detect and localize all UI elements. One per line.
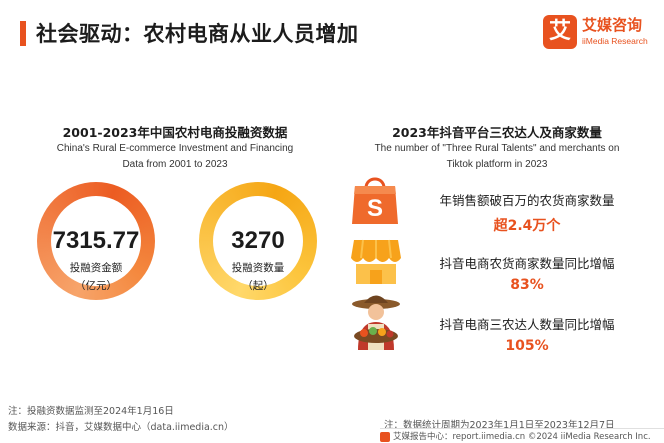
investment-amount-ring: 7315.77 投融资金额 （亿元） xyxy=(37,182,155,300)
title-accent-bar xyxy=(20,21,26,46)
ring-inner xyxy=(213,196,303,286)
note-investment-monitor: 注：投融资数据监测至2024年1月16日 xyxy=(8,406,174,417)
ring-inner xyxy=(51,196,141,286)
left-subtitle-line-1: China's Rural E-commerce Investment and … xyxy=(56,143,294,154)
note-data-source: 数据来源：抖音，艾媒数据中心（data.iimedia.cn） xyxy=(8,422,234,433)
stat-label-merchant-growth: 抖音电商农货商家数量同比增幅 xyxy=(439,256,615,271)
investment-count-value: 3270 xyxy=(231,227,285,254)
footer-divider xyxy=(380,428,664,429)
brand-logo-mark: 艾 xyxy=(543,15,577,49)
stat-label-million-sales-merchants: 年销售额破百万的农货商家数量 xyxy=(439,193,615,208)
left-panel-title: 2001-2023年中国农村电商投融资数据 xyxy=(62,125,288,140)
right-panel-title: 2023年抖音平台三农达人及商家数量 xyxy=(392,125,602,140)
brand-subtitle: iiMedia Research xyxy=(582,36,648,46)
investment-amount-label: 投融资金额 xyxy=(69,262,123,274)
right-panel-subtitle: The number of "Three Rural Talents" and … xyxy=(362,141,632,173)
investment-amount-value: 7315.77 xyxy=(52,227,140,254)
stat-value-talent-growth: 105% xyxy=(505,338,549,354)
farmer-icon xyxy=(352,295,400,350)
note-stat-period: 注：数据统计周期为2023年1月1日至2023年12月7日 xyxy=(384,420,615,431)
footer: 艾媒报告中心：report.iimedia.cn ©2024 iiMedia R… xyxy=(380,430,651,442)
footer-text: 艾媒报告中心：report.iimedia.cn ©2024 iiMedia R… xyxy=(393,432,651,442)
storefront-icon xyxy=(351,239,401,284)
footer-logo-icon xyxy=(380,431,390,442)
stat-value-merchant-growth: 83% xyxy=(510,277,544,293)
stat-label-talent-growth: 抖音电商三农达人数量同比增幅 xyxy=(439,317,615,332)
svg-text:S: S xyxy=(367,195,383,222)
investment-count-ring: 3270 投融资数量 （起） xyxy=(199,182,317,300)
left-panel-subtitle: China's Rural E-commerce Investment and … xyxy=(40,141,310,173)
investment-count-label: 投融资数量 xyxy=(231,262,285,274)
investment-amount-unit: （亿元） xyxy=(75,280,117,292)
shopping-bag-icon: S xyxy=(352,177,398,224)
page-title: 社会驱动：农村电商从业人员增加 xyxy=(36,22,359,46)
right-subtitle-line-1: The number of "Three Rural Talents" and … xyxy=(374,143,620,154)
brand-name: 艾媒咨询 xyxy=(582,16,643,34)
stat-value-million-sales-merchants: 超2.4万个 xyxy=(493,218,561,234)
left-subtitle-line-2: Data from 2001 to 2023 xyxy=(122,159,228,170)
investment-count-unit: （起） xyxy=(242,280,274,292)
brand-logo: 艾 艾媒咨询 iiMedia Research xyxy=(543,12,655,52)
right-subtitle-line-2: Tiktok platform in 2023 xyxy=(446,159,548,170)
